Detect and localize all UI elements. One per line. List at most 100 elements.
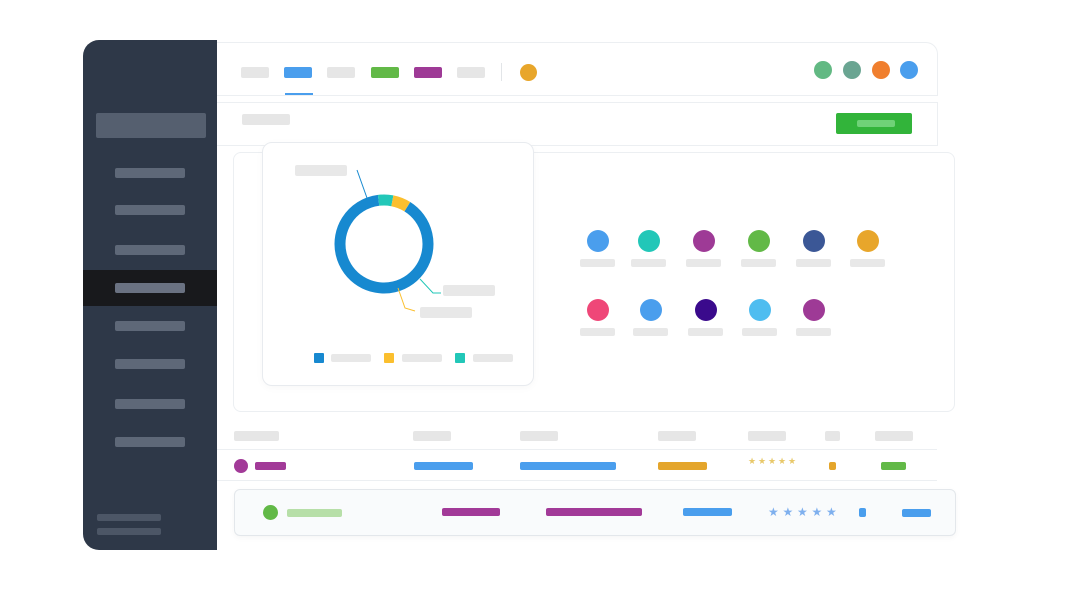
row-cell-3 [546,508,642,516]
star-icon: ★ [782,505,794,519]
sidebar-item-3[interactable] [83,232,217,268]
row-cell-6 [859,508,866,517]
row1-swatch-label-1 [580,259,615,267]
row2-swatch-4[interactable] [749,299,771,321]
sidebar-item-label [115,399,185,409]
column-header-7 [875,431,913,441]
row-name [255,462,286,470]
star-icon: ★ [778,457,787,467]
sidebar-footer-line-2 [97,528,161,535]
row-cell-4 [658,462,707,470]
donut-chart [295,165,513,363]
legend-swatch-2 [384,353,394,363]
page-toolbar [217,102,938,146]
row-avatar [263,505,278,520]
row-status [902,509,931,517]
row2-swatch-label-5 [796,328,831,336]
callout-label-teal [443,285,495,296]
primary-action-label [857,120,895,127]
row2-swatch-5[interactable] [803,299,825,321]
donut-segment-3[interactable] [323,183,444,304]
tab-3[interactable] [327,67,355,78]
top-bar [217,42,938,96]
sidebar-item-7[interactable] [83,386,217,422]
row-cell-6 [829,462,836,470]
sidebar-item-label [115,437,185,447]
column-header-1 [234,431,279,441]
donut-chart-card [262,142,534,386]
column-header-4 [658,431,696,441]
tab-4[interactable] [371,67,399,78]
row1-swatch-6[interactable] [857,230,879,252]
tab-2[interactable] [284,67,312,78]
sidebar-item-2[interactable] [83,192,217,228]
user-avatar-3[interactable] [872,61,890,79]
star-icon: ★ [826,505,837,519]
row-cell-3 [520,462,616,470]
sidebar-item-5[interactable] [83,308,217,344]
row2-swatch-label-2 [633,328,668,336]
legend-label-2 [402,354,442,362]
legend-label-3 [473,354,513,362]
user-avatar-4[interactable] [900,61,918,79]
sidebar-item-label [115,168,185,178]
callout-line-main [356,169,368,199]
row1-swatch-4[interactable] [748,230,770,252]
row2-swatch-label-4 [742,328,777,336]
column-header-6 [825,431,840,441]
tab-divider [501,63,502,81]
row1-swatch-2[interactable] [638,230,660,252]
row-name [287,509,342,517]
row1-swatch-label-6 [850,259,885,267]
tab-5[interactable] [414,67,442,78]
row1-swatch-label-2 [631,259,666,267]
sidebar-item-label [115,359,185,369]
table-row[interactable]: ★ ★ ★ ★ ★ [234,489,956,536]
sidebar-item-label [115,245,185,255]
row-cell-2 [442,508,500,516]
sidebar-item-label [115,321,185,331]
row-avatar [234,459,248,473]
primary-action-button[interactable] [836,113,912,134]
row2-swatch-2[interactable] [640,299,662,321]
sidebar-item-6[interactable] [83,346,217,382]
column-header-5 [748,431,786,441]
star-icon: ★ [788,457,797,467]
table-header [217,422,937,450]
user-avatar-2[interactable] [843,61,861,79]
callout-label-main [295,165,347,176]
column-header-2 [413,431,451,441]
sidebar-item-label [115,283,185,293]
status-indicator[interactable] [520,64,537,81]
row-rating: ★ ★ ★ ★ ★ [768,506,843,520]
sidebar-item-4[interactable] [83,270,217,306]
tab-1[interactable] [241,67,269,78]
sidebar-item-label [115,205,185,215]
row1-swatch-1[interactable] [587,230,609,252]
row1-swatch-label-5 [796,259,831,267]
row-rating: ★ ★ ★ ★ ★ [748,458,808,470]
sidebar [83,40,217,550]
star-icon: ★ [768,457,777,467]
active-tab-indicator [285,93,313,95]
row2-swatch-1[interactable] [587,299,609,321]
star-icon: ★ [768,505,779,519]
row2-swatch-3[interactable] [695,299,717,321]
tab-6[interactable] [457,67,485,78]
row-status [881,462,906,470]
row1-swatch-label-3 [686,259,721,267]
row2-swatch-label-1 [580,328,615,336]
star-icon: ★ [748,457,757,467]
legend-swatch-1 [314,353,324,363]
row-cell-2 [414,462,473,470]
star-icon: ★ [758,457,767,467]
row1-swatch-3[interactable] [693,230,715,252]
table-row[interactable]: ★ ★ ★ ★ ★ [217,452,937,481]
row-cell-4 [683,508,732,516]
legend-label-1 [331,354,371,362]
sidebar-item-8[interactable] [83,424,217,460]
user-avatar-1[interactable] [814,61,832,79]
row1-swatch-5[interactable] [803,230,825,252]
sidebar-item-1[interactable] [83,155,217,191]
page-title [242,114,290,125]
